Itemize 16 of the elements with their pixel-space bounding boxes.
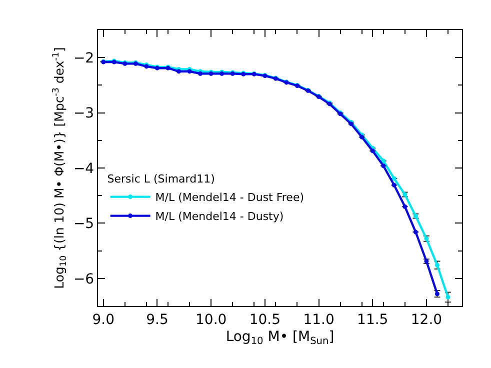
y-tick-label: −5 xyxy=(73,216,94,232)
y-tick-label: −2 xyxy=(73,50,94,66)
x-tick-label: 9.5 xyxy=(146,312,168,328)
legend-label: M/L (Mendel14 - Dust Free) xyxy=(155,191,304,204)
legend-label: M/L (Mendel14 - Dusty) xyxy=(155,210,284,224)
x-tick-label: 9.0 xyxy=(92,312,115,328)
x-axis-title: Log$_{10}$ M• [M$_{Sun}$] xyxy=(226,329,334,348)
legend-title: Sersic L (Simard11) xyxy=(107,172,215,186)
x-tick-label: 10.5 xyxy=(249,312,281,328)
y-tick-label: −4 xyxy=(73,160,94,177)
y-tick-label: −3 xyxy=(73,106,94,122)
x-tick-label: 12.0 xyxy=(410,312,442,328)
y-tick-label: −6 xyxy=(73,271,94,288)
x-tick-label: 10.0 xyxy=(195,312,227,328)
x-tick-label: 11.5 xyxy=(357,312,388,328)
x-tick-label: 11.0 xyxy=(303,312,334,328)
